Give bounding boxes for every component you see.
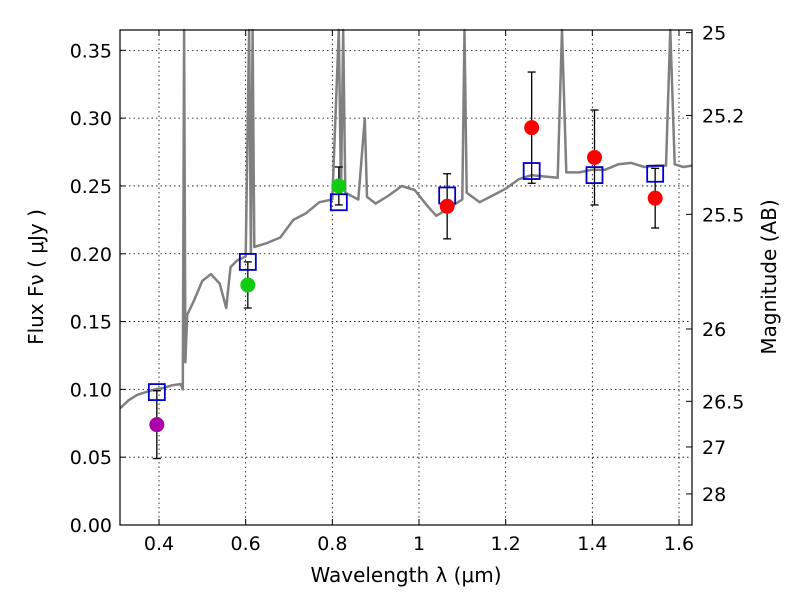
y2-tick-label: 26 (702, 319, 726, 341)
observed-flux-point (587, 149, 602, 165)
y2-tick-label: 25.5 (702, 204, 744, 226)
observed-flux-point (439, 198, 455, 214)
y2-axis-title: Magnitude (AB) (757, 199, 781, 354)
y-tick-label: 0.35 (70, 40, 112, 62)
plot-frame (119, 29, 693, 526)
model-flux-box (329, 193, 348, 212)
observed-flux-point (524, 120, 540, 136)
observed-flux-layer (149, 120, 663, 433)
grid-lines (120, 30, 692, 526)
model-flux-box (585, 166, 604, 185)
y-tick-label: 0.10 (70, 379, 112, 401)
y-tick-label: 0.15 (70, 312, 112, 334)
y2-tick-label: 26.5 (702, 391, 744, 413)
model-flux-box (522, 162, 541, 180)
y2-tick-label: 25 (702, 23, 726, 45)
observed-flux-point (240, 277, 256, 293)
model-flux-box (646, 164, 665, 183)
y2-tick-label: 28 (702, 484, 726, 506)
y-tick-label: 0.30 (70, 108, 112, 130)
y-tick-label: 0.20 (70, 244, 112, 266)
observed-flux-point (647, 190, 663, 206)
observed-flux-point (149, 417, 165, 433)
spectrum-layer (119, 28, 693, 410)
model-flux-box (238, 253, 257, 271)
x-tick-label: 0.6 (231, 533, 261, 555)
y2-tick-label: 25.2 (702, 105, 744, 127)
y-axis-title: Flux Fν ( μJy ) (24, 209, 48, 345)
x-tick-label: 1.2 (491, 533, 521, 555)
x-tick-label: 1 (413, 533, 425, 555)
y-tick-label: 0.05 (70, 447, 112, 469)
x-axis-title: Wavelength λ (μm) (310, 563, 501, 587)
axis-layer: 0.4 0.6 0.8 1 1.2 1.4 1.6 0.00 0.05 0.10 0.15 0.20 0… (70, 23, 745, 555)
y-tick-label: 0.25 (70, 176, 112, 198)
model-flux-box (147, 383, 166, 401)
x-tick-label: 1.6 (664, 533, 694, 555)
x-tick-label: 1.4 (577, 533, 607, 555)
errorbar-layer (152, 71, 660, 460)
x-tick-label: 0.8 (317, 533, 347, 555)
y2-tick-label: 27 (702, 437, 726, 459)
model-spectrum-line (119, 28, 693, 410)
observed-flux-point (331, 178, 347, 194)
y-tick-label: 0.00 (70, 515, 112, 537)
x-tick-label: 0.4 (144, 533, 174, 555)
model-flux-layer (147, 162, 665, 401)
